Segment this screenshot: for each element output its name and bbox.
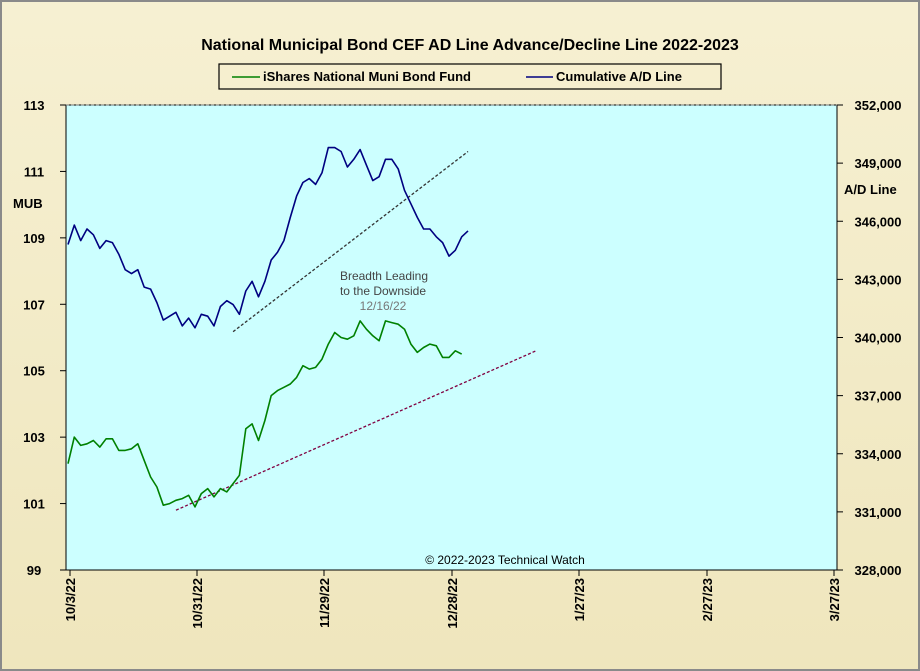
x-tick-label: 2/27/23 — [700, 578, 715, 621]
legend-label-ad: Cumulative A/D Line — [556, 69, 682, 84]
series-line-muni-fund — [67, 320, 463, 508]
x-tick-label: 11/29/22 — [317, 578, 332, 628]
copyright-text: © 2022-2023 Technical Watch — [425, 553, 585, 567]
lower-trendline — [175, 350, 537, 511]
left-axis-label: MUB — [13, 196, 43, 211]
annotation-line1: Breadth Leading — [340, 269, 428, 283]
left-tick-label: 99 — [27, 563, 41, 578]
right-tick-label: 337,000 — [855, 389, 902, 404]
legend-label-muni: iShares National Muni Bond Fund — [263, 69, 471, 84]
left-tick-label: 103 — [23, 430, 45, 445]
x-tick-label: 10/31/22 — [190, 578, 205, 629]
left-tick-label: 113 — [24, 98, 45, 113]
plot-area — [65, 104, 838, 571]
right-tick-label: 334,000 — [855, 447, 902, 462]
legend: iShares National Muni Bond Fund Cumulati… — [218, 63, 722, 90]
annotation-date: 12/16/22 — [360, 299, 407, 313]
left-tick-label: 111 — [24, 164, 44, 179]
right-tick-label: 349,000 — [855, 156, 902, 171]
annotation-line2: to the Downside — [340, 284, 426, 298]
right-tick-label: 328,000 — [855, 563, 902, 578]
right-tick-label: 346,000 — [855, 214, 902, 229]
right-tick-label: 331,000 — [855, 505, 902, 520]
x-tick-label: 10/3/22 — [63, 578, 78, 621]
chart-title: National Municipal Bond CEF AD Line Adva… — [201, 37, 739, 54]
legend-box — [218, 63, 722, 90]
right-tick-label: 343,000 — [855, 272, 902, 287]
left-tick-label: 107 — [23, 297, 45, 312]
x-tick-label: 1/27/23 — [572, 578, 587, 621]
left-tick-label: 105 — [23, 364, 45, 379]
x-tick-label: 12/28/22 — [445, 578, 460, 629]
upper-trendline — [232, 150, 469, 333]
left-tick-label: 109 — [23, 231, 45, 246]
right-axis-label: A/D Line — [844, 182, 897, 197]
left-tick-label: 101 — [23, 497, 45, 512]
right-tick-label: 352,000 — [855, 98, 902, 113]
x-tick-label: 3/27/23 — [827, 578, 842, 621]
series-line-cumulative-ad — [67, 146, 469, 329]
right-tick-label: 340,000 — [855, 331, 902, 346]
